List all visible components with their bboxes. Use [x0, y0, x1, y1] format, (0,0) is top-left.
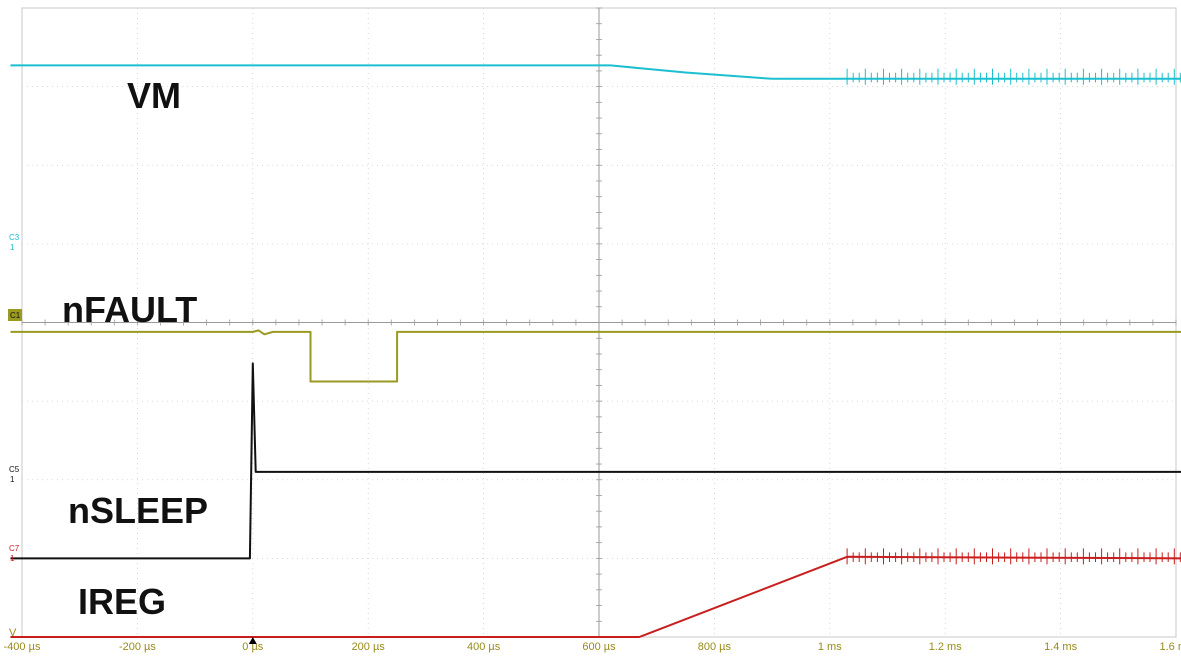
channel-marker-tag: C5 — [9, 465, 20, 474]
x-tick-labels: -400 µs -200 µs 0 µs 200 µs 400 µs 600 µs 800 … — [4, 641, 1181, 653]
series-trace-nfault — [10, 329, 1181, 383]
x-tick-label: 1.6 ms — [1159, 641, 1181, 653]
x-tick-label: 800 µs — [698, 641, 732, 653]
series-trace-nsleep — [10, 362, 1181, 560]
x-tick-label: 1.4 ms — [1044, 641, 1078, 653]
channel-marker-ground: 1 — [10, 554, 15, 563]
x-tick-label: 200 µs — [352, 641, 386, 653]
channel-marker-box — [8, 309, 22, 321]
channel-marker-tag: C3 — [9, 233, 20, 242]
x-tick-label: -200 µs — [119, 641, 156, 653]
channel-marker-tag: C1 — [10, 311, 21, 320]
trace-labels: VM nFAULT nSLEEP IREG — [62, 75, 208, 622]
x-tick-label: 0 µs — [242, 641, 264, 653]
channel-marker-ground: 1 — [10, 243, 15, 252]
x-tick-label: -400 µs — [4, 641, 41, 653]
series-label-nsleep: nSLEEP — [68, 490, 208, 531]
series-label-ireg: IREG — [78, 581, 166, 622]
channel-marker-ground: 1 — [10, 475, 15, 484]
series-ripple-vm — [846, 68, 1181, 85]
series-label-vm: VM — [127, 75, 181, 116]
trace-group — [10, 64, 1181, 638]
x-tick-label: 1 ms — [818, 641, 842, 653]
channel-marker-tag: C7 — [9, 544, 20, 553]
y-unit-label: V — [9, 627, 17, 639]
series-ripple-ireg — [846, 548, 1181, 565]
x-tick-label: 1.2 ms — [929, 641, 963, 653]
series-label-nfault: nFAULT — [62, 289, 197, 330]
trigger-marker — [248, 637, 257, 644]
x-tick-label: 400 µs — [467, 641, 501, 653]
x-tick-label: 600 µs — [582, 641, 616, 653]
